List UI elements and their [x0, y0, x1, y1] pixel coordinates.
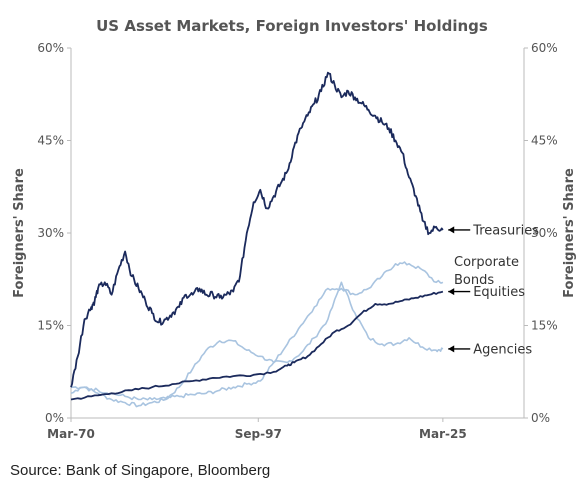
y-tick-label-left: 60% [37, 41, 64, 55]
plot-area [70, 71, 444, 408]
series-line-treasuries [70, 71, 444, 388]
y-tick-label-left: 0% [45, 411, 64, 425]
y-tick-label-right: 45% [531, 134, 558, 148]
x-tick-label: Mar-25 [419, 427, 467, 441]
axes: 0% 0% 15% 15% 30% 30% 45% 45% 60% 60% Mar-70 Sep-97… [37, 41, 557, 441]
y-axis-label-right: Foreigners' Share [562, 168, 577, 298]
y-tick-label-left: 30% [37, 226, 64, 240]
annotation-label-treasuries: Treasuries [472, 223, 539, 238]
y-axis-label-left: Foreigners' Share [12, 168, 27, 298]
series-line-corporate-bonds [70, 261, 444, 401]
x-tick-label: Sep-97 [235, 427, 282, 441]
x-tick-label: Mar-70 [47, 427, 95, 441]
y-tick-label-right: 60% [531, 41, 558, 55]
annotation-label-corporate-bonds: Bonds [454, 273, 494, 288]
annotation-label-corporate-bonds: Corporate [454, 255, 519, 270]
chart-title: US Asset Markets, Foreign Investors' Hol… [96, 17, 488, 35]
y-tick-label-right: 0% [531, 411, 550, 425]
y-tick-label-right: 15% [531, 319, 558, 333]
annotation-label-agencies: Agencies [473, 342, 532, 357]
y-tick-label-left: 45% [37, 134, 64, 148]
series-line-equities [70, 290, 444, 401]
source-note: Source: Bank of Singapore, Bloomberg [10, 462, 271, 479]
arrowhead-equities [448, 288, 455, 296]
y-tick-label-right: 30% [531, 226, 558, 240]
series-line-agencies [71, 281, 444, 408]
y-tick-label-left: 15% [37, 319, 64, 333]
arrowhead-treasuries [448, 226, 455, 234]
arrowhead-agencies [448, 345, 455, 353]
annotation-label-equities: Equities [473, 285, 525, 300]
